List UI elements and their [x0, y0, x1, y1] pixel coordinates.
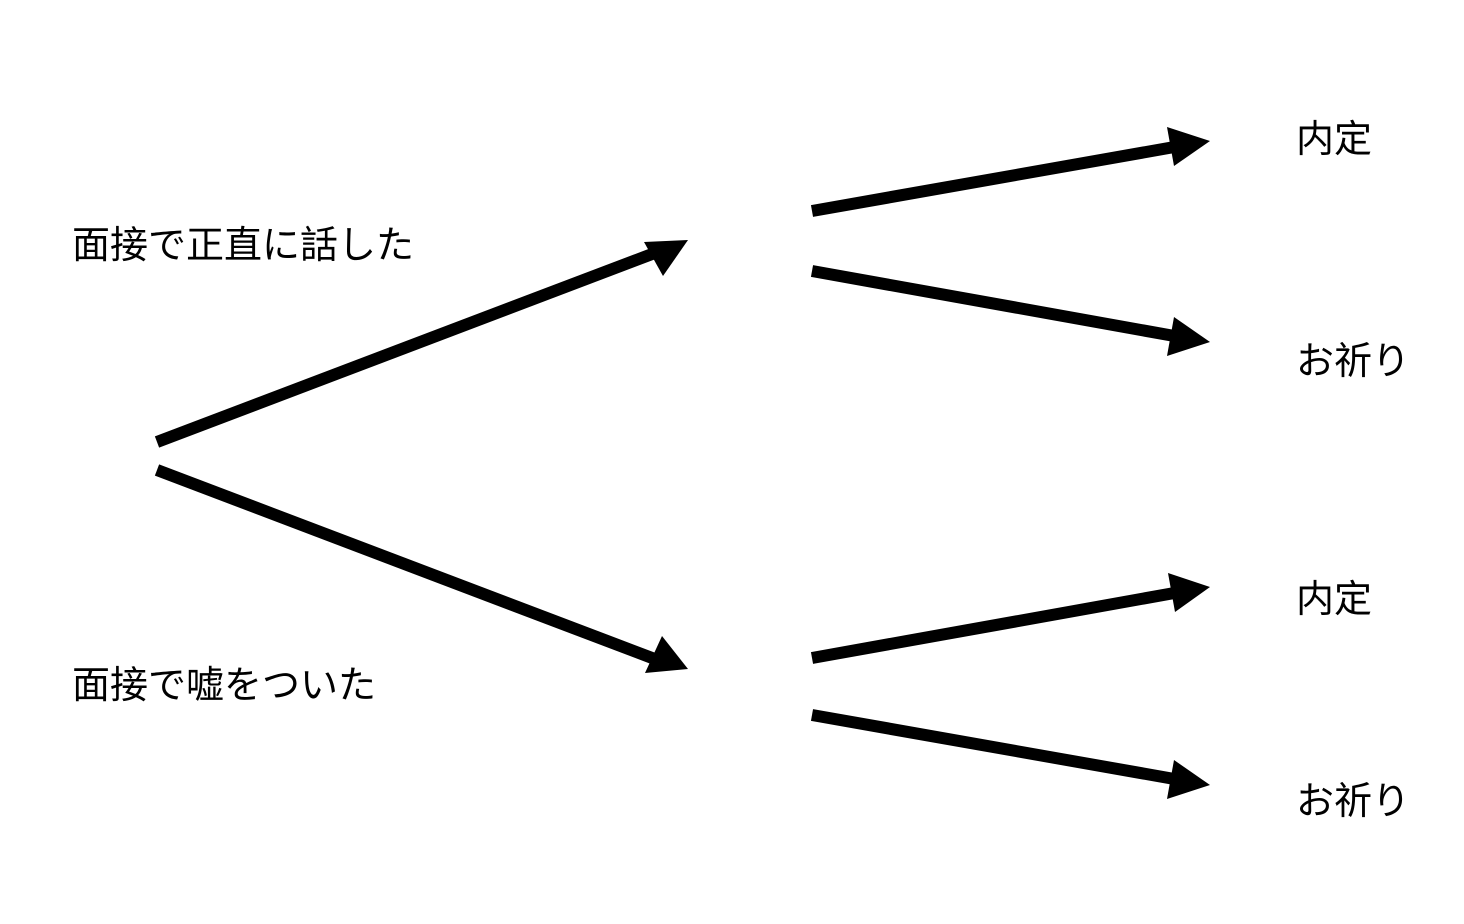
arrow-root-to-lie: [154, 464, 688, 673]
outcome-label-lie-offer: 内定: [1296, 577, 1373, 621]
branch-label-honest: 面接で正直に話した: [72, 223, 415, 267]
outcome-label-honest-offer: 内定: [1296, 117, 1373, 161]
branch-label-lie: 面接で嘘をついた: [72, 663, 377, 707]
arrow-honest-to-reject: [810, 265, 1210, 356]
outcome-label-honest-reject: お祈り: [1296, 339, 1411, 383]
arrow-lie-to-offer: [810, 573, 1210, 664]
arrow-lie-to-reject: [810, 709, 1210, 799]
outcome-label-lie-reject: お祈り: [1296, 779, 1411, 823]
arrow-honest-to-offer: [810, 127, 1210, 217]
arrow-root-to-honest: [154, 240, 688, 448]
